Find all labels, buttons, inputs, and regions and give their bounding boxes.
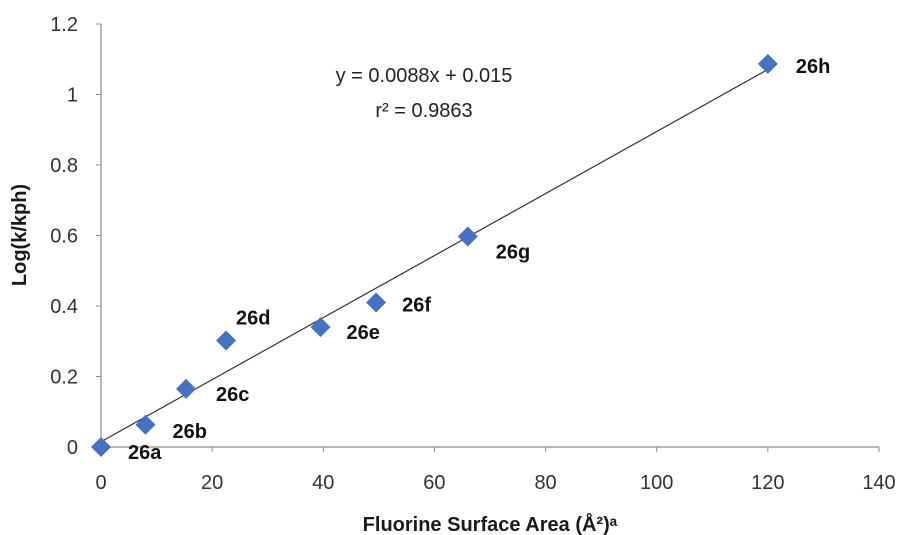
axes (96, 23, 880, 452)
point-labels: 26a 26b 26c 26d 26e 26f 26g 26h (128, 56, 830, 464)
point-label-26h: 26h (796, 56, 830, 78)
data-points (91, 53, 778, 457)
data-point-26f (366, 292, 387, 313)
trendline-r-squared: r² = 0.9863 (375, 100, 472, 122)
x-axis-title: Fluorine Surface Area (Å²)ᵃ (363, 512, 618, 535)
x-tick-label: 120 (751, 472, 784, 494)
y-tick-label: 1.2 (50, 14, 78, 36)
point-label-26b: 26b (172, 421, 206, 443)
trendline (100, 68, 769, 443)
x-tick-label: 60 (423, 472, 445, 494)
x-tick-label: 0 (95, 472, 106, 494)
data-point-26h (757, 53, 778, 74)
x-tick-label: 20 (201, 472, 223, 494)
point-label-26e: 26e (347, 322, 380, 344)
data-point-26g (457, 226, 478, 247)
y-tick-label: 1 (67, 85, 78, 107)
point-label-26f: 26f (402, 294, 431, 316)
point-label-26g: 26g (496, 242, 530, 264)
data-point-26b (135, 414, 156, 435)
x-tick-label: 140 (862, 472, 895, 494)
x-tick-label: 40 (312, 472, 334, 494)
point-label-26d: 26d (236, 308, 270, 330)
y-axis-title: Log(k/kph) (9, 184, 31, 286)
y-tick-label: 0.6 (50, 226, 78, 248)
x-tick-label: 80 (534, 472, 556, 494)
x-tick-label: 100 (640, 472, 673, 494)
y-tick-label: 0.2 (50, 367, 78, 389)
data-point-26c (176, 378, 197, 399)
y-tick-label: 0.8 (50, 155, 78, 177)
data-point-26d (216, 330, 237, 351)
point-label-26c: 26c (216, 384, 249, 406)
data-point-26a (91, 437, 111, 457)
data-point-26e (310, 317, 331, 338)
y-tick-label: 0.4 (50, 296, 78, 318)
trendline-equation: y = 0.0088x + 0.015 (336, 65, 513, 87)
point-label-26a: 26a (128, 442, 162, 464)
tick-labels: 0 20 40 60 80 100 120 140 0 0.2 0.4 0.6 0.8 1 1.2 (50, 14, 896, 494)
y-tick-label: 0 (67, 437, 78, 459)
